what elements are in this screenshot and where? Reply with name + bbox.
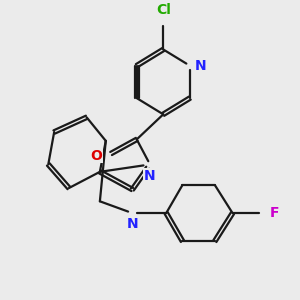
Text: N: N: [127, 217, 138, 231]
Text: O: O: [90, 148, 102, 163]
Text: Cl: Cl: [156, 3, 171, 17]
Text: F: F: [270, 206, 280, 220]
Text: N: N: [194, 59, 206, 73]
Text: N: N: [144, 169, 156, 183]
